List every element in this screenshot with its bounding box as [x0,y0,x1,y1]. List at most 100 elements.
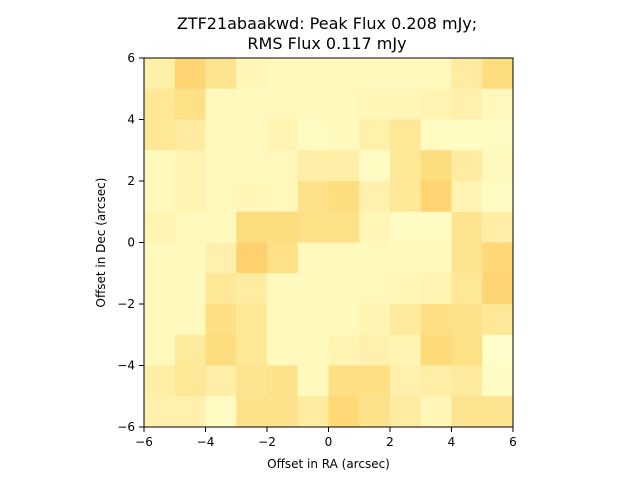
heatmap-cell [420,273,452,305]
heatmap-cell [420,365,452,397]
heatmap-cell [420,396,452,428]
heatmap-cell [297,242,329,274]
heatmap-cell [144,150,176,182]
heatmap-cell [267,119,299,151]
heatmap-cell [297,119,329,151]
heatmap-cell [205,365,237,397]
heatmap-cell [174,181,206,213]
heatmap-cell [390,150,422,182]
heatmap-cell [144,58,176,90]
heatmap-cell [482,88,514,120]
heatmap-cell [482,304,514,336]
y-tick-label: 6 [127,51,135,65]
heatmap-cell [420,211,452,243]
heatmap-cell [144,181,176,213]
heatmap-cell [390,211,422,243]
heatmap-cell [451,334,483,366]
heatmap-cell [328,58,360,90]
y-tick-label: 0 [127,236,135,250]
heatmap-cell [236,273,268,305]
heatmap-cell [174,304,206,336]
heatmap-cell [174,211,206,243]
heatmap-cell [390,304,422,336]
heatmap-cell [451,273,483,305]
heatmap-cell [297,58,329,90]
heatmap-cell [205,304,237,336]
x-tick-label: −2 [258,435,276,449]
heatmap-cell [297,211,329,243]
heatmap-cell [482,150,514,182]
heatmap-cell [267,211,299,243]
heatmap-cell [267,273,299,305]
heatmap-cell [390,273,422,305]
heatmap-cell [359,273,391,305]
heatmap-cell [359,181,391,213]
heatmap-cell [205,181,237,213]
heatmap-cell [205,211,237,243]
heatmap-cells [144,58,514,428]
heatmap-cell [205,150,237,182]
heatmap-cell [267,58,299,90]
x-axis-label: Offset in RA (arcsec) [267,457,390,471]
heatmap-cell [174,365,206,397]
heatmap-cell [297,365,329,397]
heatmap-cell [174,88,206,120]
heatmap-cell [236,334,268,366]
y-tick-label: 2 [127,174,135,188]
heatmap-cell [420,58,452,90]
heatmap-cell [359,304,391,336]
heatmap-cell [451,88,483,120]
heatmap-cell [144,365,176,397]
x-tick-label: 2 [386,435,394,449]
heatmap-cell [451,396,483,428]
heatmap-cell [236,150,268,182]
heatmap-cell [297,150,329,182]
heatmap-cell [359,119,391,151]
heatmap-cell [267,88,299,120]
y-tick-label: −4 [117,359,135,373]
y-tick-label: 4 [127,113,135,127]
heatmap-cell [174,242,206,274]
heatmap-cell [420,150,452,182]
heatmap-cell [451,365,483,397]
heatmap-cell [144,396,176,428]
heatmap-cell [267,304,299,336]
heatmap-cell [297,273,329,305]
heatmap-cell [144,304,176,336]
heatmap-cell [267,334,299,366]
heatmap-cell [236,181,268,213]
heatmap-cell [482,119,514,151]
heatmap-cell [328,273,360,305]
heatmap-cell [174,273,206,305]
heatmap-cell [482,334,514,366]
heatmap-cell [144,242,176,274]
heatmap-cell [174,58,206,90]
heatmap-cell [297,304,329,336]
y-axis-label: Offset in Dec (arcsec) [94,178,108,308]
heatmap-cell [390,365,422,397]
heatmap-cell [236,88,268,120]
heatmap-cell [236,211,268,243]
heatmap-cell [451,58,483,90]
heatmap-cell [267,365,299,397]
heatmap-cell [359,58,391,90]
heatmap-cell [174,150,206,182]
heatmap-cell [359,396,391,428]
heatmap-cell [205,242,237,274]
heatmap-cell [297,396,329,428]
heatmap-cell [328,304,360,336]
heatmap-cell [482,273,514,305]
x-tick-label: 0 [325,435,333,449]
heatmap-cell [144,273,176,305]
heatmap-cell [174,334,206,366]
heatmap-cell [297,334,329,366]
x-tick-label: −4 [197,435,215,449]
chart-title-line-2: RMS Flux 0.117 mJy [247,34,406,53]
heatmap-cell [267,242,299,274]
heatmap-cell [359,150,391,182]
heatmap-cell [205,396,237,428]
heatmap-cell [267,396,299,428]
x-tick-label: 4 [448,435,456,449]
heatmap-cell [390,334,422,366]
heatmap-cell [236,119,268,151]
